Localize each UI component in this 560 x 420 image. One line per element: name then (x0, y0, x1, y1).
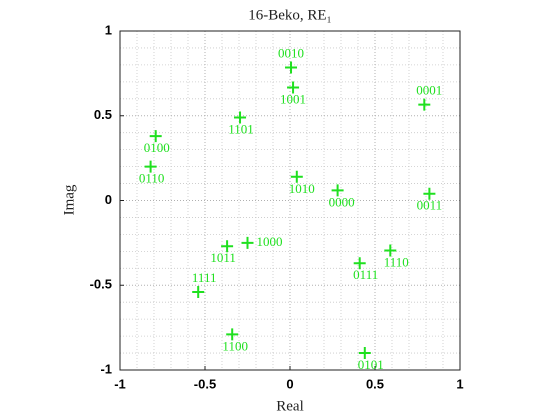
point-label: 1111 (192, 270, 217, 285)
y-tick-label: 1 (105, 22, 112, 37)
y-tick-label: 0 (105, 192, 112, 207)
y-tick-label: -0.5 (90, 277, 112, 292)
axes-box (119, 30, 461, 371)
point-label: 0110 (139, 171, 165, 186)
point (226, 328, 239, 341)
x-tick-label: -1 (114, 376, 126, 391)
point-label: 1011 (210, 250, 236, 265)
chart-title: 16-Beko, RE₁ (248, 7, 332, 23)
x-tick-label: 0.5 (366, 376, 384, 391)
point (331, 184, 344, 197)
point-label: 1101 (228, 121, 254, 136)
x-axis-label: Real (276, 398, 304, 414)
point-label: 0111 (353, 267, 378, 282)
point (290, 170, 303, 183)
point (353, 257, 366, 270)
point-label: 0011 (417, 198, 443, 213)
point (287, 81, 300, 94)
point (358, 347, 371, 360)
point-label: 0101 (358, 357, 384, 372)
point-label: 1000 (257, 234, 283, 249)
x-tick-label: 1 (456, 376, 463, 391)
point (221, 240, 234, 253)
point-label: 1110 (384, 254, 409, 269)
point-label: 0001 (416, 83, 442, 98)
point-label: 0010 (278, 45, 304, 60)
point (285, 61, 298, 74)
y-tick-label: -1 (100, 361, 112, 376)
point (144, 160, 157, 173)
point (384, 244, 397, 257)
y-tick-label: 0.5 (94, 107, 112, 122)
point-label: 0100 (144, 140, 170, 155)
y-axis-label: Imag (61, 184, 77, 215)
point (149, 130, 162, 143)
point (234, 111, 247, 124)
point-label: 1010 (289, 181, 315, 196)
point (192, 286, 205, 299)
point-label: 0000 (329, 194, 355, 209)
point (418, 98, 431, 111)
point (423, 187, 436, 200)
point-label: 1001 (280, 91, 306, 106)
x-tick-label: 0 (286, 376, 293, 391)
point (241, 236, 254, 249)
x-tick-label: -0.5 (194, 376, 216, 391)
point-label: 1100 (222, 338, 248, 353)
